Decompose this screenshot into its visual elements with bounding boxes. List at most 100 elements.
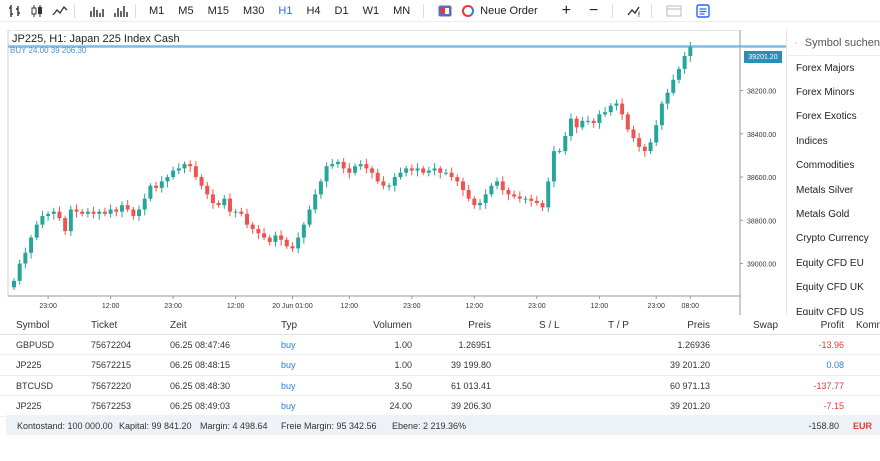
search-icon bbox=[795, 41, 797, 44]
candle-body bbox=[29, 237, 34, 253]
line-chart-type-icon[interactable] bbox=[52, 1, 68, 21]
candle-body bbox=[409, 168, 414, 171]
col-profit[interactable]: Profit bbox=[820, 320, 844, 331]
symbol-group-item[interactable]: Forex Minors bbox=[796, 87, 855, 99]
col-ticket[interactable]: Ticket bbox=[91, 320, 118, 331]
table-row[interactable]: JP225 75672253 06.25 08:49:03 buy 24.00 39 20… bbox=[0, 396, 880, 417]
price-tick-label: 39000.00 bbox=[747, 262, 776, 269]
template-icon[interactable] bbox=[666, 1, 682, 21]
candle-body bbox=[57, 211, 62, 219]
price-chart[interactable]: 39000.00 38800.00 38600.00 38400.00 38200.00… bbox=[4, 29, 788, 316]
candle-chart-type-icon[interactable] bbox=[30, 1, 44, 21]
order-line-label[interactable]: BUY 24.00 39 206.30 bbox=[10, 46, 87, 55]
symbol-group-item[interactable]: Forex Exotics bbox=[796, 111, 857, 123]
timeframe-h1[interactable]: H1 bbox=[278, 4, 293, 17]
symbol-group-item[interactable]: Equity CFD US bbox=[796, 306, 864, 315]
indicators-icon[interactable]: f bbox=[627, 1, 645, 21]
candle-body bbox=[296, 237, 301, 249]
candle-body bbox=[17, 263, 22, 281]
symbol-group-item[interactable]: Metals Gold bbox=[796, 209, 850, 221]
candle-body bbox=[472, 198, 477, 206]
col-comment[interactable]: Kommentar bbox=[856, 320, 880, 331]
symbol-group-item[interactable]: Forex Majors bbox=[796, 62, 855, 74]
symbol-search[interactable]: Symbol suchen bbox=[787, 30, 880, 56]
account-currency: EUR bbox=[852, 421, 872, 431]
cell-price: 61 013.41 bbox=[450, 380, 491, 391]
time-tick-label: 12:00 bbox=[227, 303, 245, 310]
symbol-group-item[interactable]: Crypto Currency bbox=[796, 233, 869, 245]
candle-body bbox=[68, 209, 73, 232]
col-swap[interactable]: Swap bbox=[753, 320, 779, 331]
candle-body bbox=[500, 181, 505, 191]
symbol-group-item[interactable]: Indices bbox=[796, 135, 828, 147]
cell-cur-price: 1.26936 bbox=[677, 340, 710, 350]
timeframe-d1[interactable]: D1 bbox=[334, 4, 349, 17]
col-symbol[interactable]: Symbol bbox=[16, 320, 50, 331]
bar-chart-type-icon[interactable] bbox=[8, 1, 22, 21]
table-header: Symbol Ticket Zeit Typ Volumen Preis S /… bbox=[0, 315, 880, 335]
timeframe-m5[interactable]: M5 bbox=[178, 4, 194, 17]
table-row[interactable]: JP225 75672215 06.25 08:48:15 buy 1.00 39 199… bbox=[0, 355, 880, 376]
timeframe-m30[interactable]: M30 bbox=[242, 4, 265, 17]
timeframe-mn[interactable]: MN bbox=[393, 4, 411, 17]
candle-body bbox=[483, 194, 488, 204]
candle-body bbox=[347, 168, 352, 173]
time-tick-label: 23:00 bbox=[39, 303, 57, 310]
candle-body bbox=[637, 138, 642, 147]
cell-volume: 24.00 bbox=[389, 401, 412, 412]
symbol-group-item[interactable]: Equity CFD EU bbox=[796, 257, 864, 269]
zoom-out-button[interactable]: − bbox=[589, 1, 599, 19]
symbol-group-item[interactable]: Metals Silver bbox=[796, 184, 854, 196]
col-type[interactable]: Typ bbox=[281, 320, 298, 331]
candle-body bbox=[443, 172, 448, 174]
candle-body bbox=[193, 166, 198, 178]
new-order-button[interactable]: Neue Order bbox=[462, 4, 538, 17]
cell-profit: -13.96 bbox=[818, 340, 844, 350]
time-tick-label: 08:00 bbox=[682, 303, 700, 310]
candle-body bbox=[392, 177, 397, 186]
col-current-price[interactable]: Preis bbox=[687, 320, 710, 331]
symbol-group-item[interactable]: Equity CFD UK bbox=[796, 282, 864, 294]
col-volume[interactable]: Volumen bbox=[373, 320, 412, 331]
timeframe-m1[interactable]: M1 bbox=[149, 4, 165, 17]
candle-body bbox=[586, 120, 591, 122]
candle-body bbox=[324, 166, 329, 182]
margin: Margin: 4 498.64 bbox=[200, 421, 268, 431]
candle-body bbox=[80, 211, 85, 214]
candle-body bbox=[154, 185, 159, 188]
timeframe-w1[interactable]: W1 bbox=[362, 4, 380, 17]
candle-body bbox=[489, 185, 494, 195]
candle-body bbox=[648, 142, 653, 152]
candle-body bbox=[659, 103, 664, 126]
price-tick-label: 38400.00 bbox=[747, 132, 776, 139]
volume-bars-icon[interactable] bbox=[113, 1, 129, 21]
candle-body bbox=[137, 209, 142, 216]
col-tp[interactable]: T / P bbox=[608, 320, 629, 331]
candle-body bbox=[534, 200, 539, 204]
search-input[interactable]: Symbol suchen bbox=[804, 36, 880, 49]
svg-text:f: f bbox=[638, 12, 640, 18]
timeframe-h4[interactable]: H4 bbox=[306, 4, 321, 17]
col-time[interactable]: Zeit bbox=[170, 320, 187, 331]
news-icon[interactable] bbox=[696, 1, 711, 21]
one-click-trading-icon[interactable] bbox=[438, 1, 452, 21]
candle-body bbox=[364, 164, 369, 169]
volume-icon[interactable] bbox=[89, 1, 105, 21]
cell-volume: 1.00 bbox=[394, 340, 412, 350]
candle-body bbox=[387, 185, 392, 187]
table-row[interactable]: GBPUSD 75672204 06.25 08:47:46 buy 1.00 1.269… bbox=[0, 335, 880, 356]
candle-body bbox=[370, 168, 375, 173]
col-sl[interactable]: S / L bbox=[539, 320, 560, 331]
symbol-group-item[interactable]: Commodities bbox=[796, 160, 855, 172]
candle-body bbox=[523, 198, 528, 200]
price-tick-label: 38800.00 bbox=[747, 218, 776, 225]
timeframe-m15[interactable]: M15 bbox=[207, 4, 229, 17]
col-open-price[interactable]: Preis bbox=[468, 320, 491, 331]
candle-body bbox=[102, 211, 107, 214]
table-row[interactable]: BTCUSD 75672220 06.25 08:48:30 buy 3.50 61 01… bbox=[0, 376, 880, 397]
price-tick-label: 38600.00 bbox=[747, 175, 776, 182]
candle-body bbox=[688, 47, 693, 56]
toolbar-divider bbox=[135, 3, 136, 18]
zoom-in-button[interactable]: + bbox=[561, 1, 571, 19]
